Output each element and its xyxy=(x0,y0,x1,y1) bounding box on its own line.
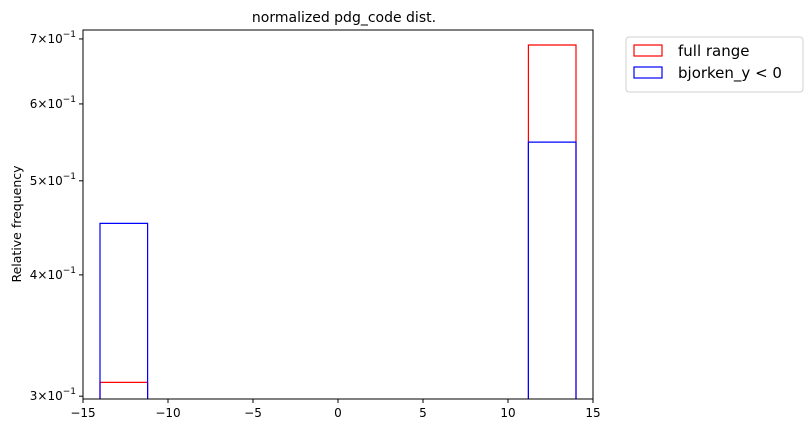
legend-label: full range xyxy=(678,42,750,60)
x-tick-label: −5 xyxy=(244,406,262,420)
y-tick-label: 6×10−1 xyxy=(30,95,76,111)
legend-swatch xyxy=(633,66,663,79)
legend-swatch xyxy=(633,44,663,57)
x-tick-label: 15 xyxy=(585,406,600,420)
y-tick-label: 5×10−1 xyxy=(30,172,76,188)
y-axis-label: Relative frequency xyxy=(9,165,24,283)
chart-title: normalized pdg_code dist. xyxy=(252,10,436,26)
x-tick-label: 10 xyxy=(500,406,515,420)
y-tick-label: 3×10−1 xyxy=(30,387,76,403)
x-axis: −15 −10 −5 0 5 10 15 xyxy=(70,399,601,420)
legend-box xyxy=(625,36,804,93)
legend-label: bjorken_y < 0 xyxy=(678,64,782,83)
y-axis: 3×10−1 4×10−1 5×10−1 6×10−1 7×10−1 xyxy=(30,30,83,403)
y-tick-label: 4×10−1 xyxy=(30,266,76,282)
legend: full range bjorken_y < 0 xyxy=(625,36,804,93)
x-tick-label: 0 xyxy=(334,406,342,420)
bar-1-1 xyxy=(527,141,577,399)
histogram-bars xyxy=(99,44,577,399)
x-tick-label: 5 xyxy=(419,406,427,420)
y-tick-label: 7×10−1 xyxy=(30,30,76,46)
bar-0-0 xyxy=(99,381,149,399)
x-tick-label: −10 xyxy=(155,406,180,420)
bar-1-0 xyxy=(99,222,149,399)
bar-0-1 xyxy=(527,44,577,399)
plot-frame xyxy=(82,29,594,400)
x-tick-label: −15 xyxy=(70,406,95,420)
